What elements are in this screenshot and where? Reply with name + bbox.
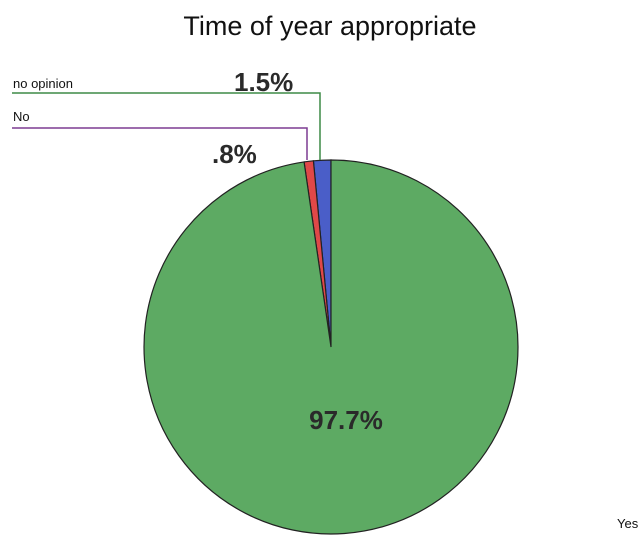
value-label-no: .8% bbox=[212, 139, 257, 169]
slice-label-no: No bbox=[13, 109, 30, 124]
leader-line-no bbox=[12, 127, 308, 160]
slice-label-yes: Yes bbox=[617, 516, 639, 531]
leader-line-no-opinion bbox=[12, 92, 321, 160]
slice-label-no-opinion: no opinion bbox=[13, 76, 73, 91]
pie-slices bbox=[143, 159, 519, 535]
chart-title: Time of year appropriate bbox=[183, 11, 476, 41]
pie-slice-yes bbox=[143, 159, 519, 535]
value-label-no-opinion: 1.5% bbox=[234, 67, 293, 97]
value-label-yes: 97.7% bbox=[309, 405, 383, 435]
